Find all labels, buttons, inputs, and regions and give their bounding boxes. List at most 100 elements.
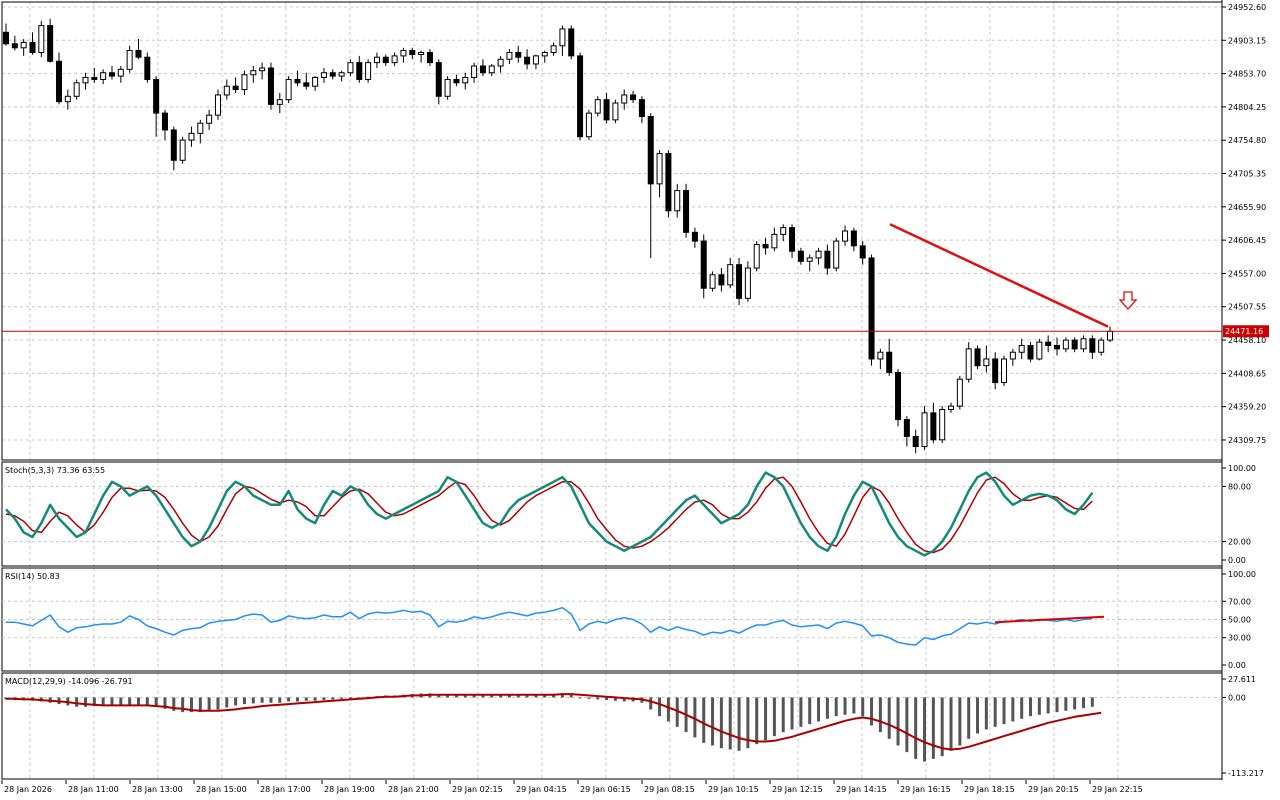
macd-histogram-bar (587, 697, 591, 699)
macd-histogram-bar (242, 697, 246, 705)
candle-bearish (868, 257, 875, 360)
candle-bullish (73, 82, 80, 97)
candle-bearish (895, 371, 902, 421)
macd-histogram-bar (340, 697, 344, 699)
candle-bullish (373, 56, 380, 64)
price-axis-label: 24853.70 (1228, 70, 1266, 79)
price-axis-label: 24903.15 (1228, 36, 1266, 45)
candle-bullish (188, 132, 195, 141)
macd-histogram-bar (905, 697, 909, 753)
candle-bullish (276, 99, 283, 105)
candle-bearish (736, 264, 743, 299)
macd-histogram-bar (525, 694, 529, 698)
candle-bullish (594, 99, 601, 114)
macd-pane: 27.611 0.00 -113.217 MACD(12,29,9) -14.096 … (2, 675, 1264, 778)
candle-bullish (780, 227, 787, 235)
macd-histogram-bar (119, 697, 123, 706)
rsi-line (6, 606, 1093, 646)
candle-bullish (656, 153, 663, 185)
macd-histogram-bar (136, 697, 140, 706)
price-axis-label: 24507.55 (1228, 303, 1266, 312)
macd-histogram-bar (287, 697, 291, 702)
macd-histogram-bar (110, 697, 114, 706)
candle-bearish (135, 49, 142, 58)
candle-bearish (683, 190, 690, 233)
candle-bullish (259, 67, 266, 72)
macd-histogram-bar (843, 697, 847, 715)
macd-histogram-bar (737, 697, 741, 751)
candle-bearish (11, 43, 18, 49)
price-axis-label: 24408.65 (1228, 369, 1266, 378)
macd-histogram-bar (984, 697, 988, 730)
candle-bullish (674, 190, 681, 212)
macd-histogram-bar (304, 697, 308, 701)
macd-histogram-bar (896, 697, 900, 746)
candle-bearish (267, 67, 274, 105)
macd-histogram-bar (693, 697, 697, 738)
candle-bullish (621, 94, 628, 104)
time-axis-label: 29 Jan 20:15 (1028, 785, 1079, 794)
candle-bullish (117, 68, 124, 77)
candle-bullish (488, 65, 495, 74)
candle-bearish (886, 351, 893, 373)
macd-histogram-bar (145, 697, 149, 706)
time-axis: 28 Jan 2026 28 Jan 11:00 28 Jan 13:00 28 Ja… (1, 780, 1143, 794)
candle-bullish (64, 95, 71, 103)
candle-bearish (435, 62, 442, 97)
macd-histogram-bar (207, 697, 211, 711)
level-label: 80.00 (1228, 482, 1251, 491)
macd-histogram-bar (1011, 697, 1015, 722)
macd-histogram-bar (878, 697, 882, 733)
level-label: 70.00 (1228, 597, 1251, 606)
time-axis-label: 28 Jan 19:00 (324, 785, 375, 794)
macd-histogram-bar (861, 697, 865, 717)
macd-histogram-bar (472, 694, 476, 698)
macd-histogram-bar (437, 695, 441, 698)
macd-histogram-bar (967, 697, 971, 739)
candle-bullish (532, 55, 539, 65)
macd-histogram-bar (728, 697, 732, 750)
candle-bearish (665, 153, 672, 212)
candle-bullish (223, 85, 230, 96)
macd-histogram-bar (658, 697, 662, 717)
candle-bearish (797, 250, 804, 262)
macd-histogram-bar (1090, 697, 1094, 707)
macd-histogram-bar (348, 697, 352, 699)
down-arrow-icon (1118, 291, 1138, 310)
macd-histogram-bar (331, 697, 335, 700)
level-label: 0.00 (1228, 693, 1246, 702)
time-axis-label: 28 Jan 17:00 (260, 785, 311, 794)
candle-bullish (771, 233, 778, 249)
time-axis-label: 29 Jan 14:15 (836, 785, 887, 794)
macd-histogram-bar (808, 697, 812, 725)
macd-histogram-bar (295, 697, 299, 702)
macd-histogram-bar (181, 697, 185, 713)
candle-bullish (444, 78, 451, 97)
price-axis-label: 24952.60 (1228, 3, 1266, 12)
macd-histogram-bar (189, 697, 193, 713)
macd-histogram-bar (463, 695, 467, 698)
candle-bullish (612, 102, 619, 121)
macd-histogram-bar (260, 697, 264, 703)
candle-bullish (100, 72, 107, 80)
time-axis-label: 28 Jan 15:00 (196, 785, 247, 794)
macd-histogram-bar (923, 697, 927, 762)
candle-bullish (418, 52, 425, 56)
macd-histogram-bar (216, 697, 220, 710)
candle-bearish (638, 99, 645, 118)
time-axis-label: 28 Jan 11:00 (68, 785, 119, 794)
candle-bullish (20, 41, 27, 49)
macd-histogram-bar (172, 697, 176, 711)
macd-histogram-bar (481, 694, 485, 698)
candle-bearish (1045, 341, 1052, 347)
candle-bearish (426, 52, 433, 64)
candle-bullish (471, 65, 478, 78)
candle-bearish (161, 112, 168, 131)
candle-bearish (912, 435, 919, 448)
macd-histogram-bar (949, 697, 953, 751)
level-label: -113.217 (1228, 769, 1264, 778)
time-axis-label: 29 Jan 12:15 (772, 785, 823, 794)
macd-signal-line (6, 693, 1102, 751)
macd-histogram-bar (825, 697, 829, 719)
